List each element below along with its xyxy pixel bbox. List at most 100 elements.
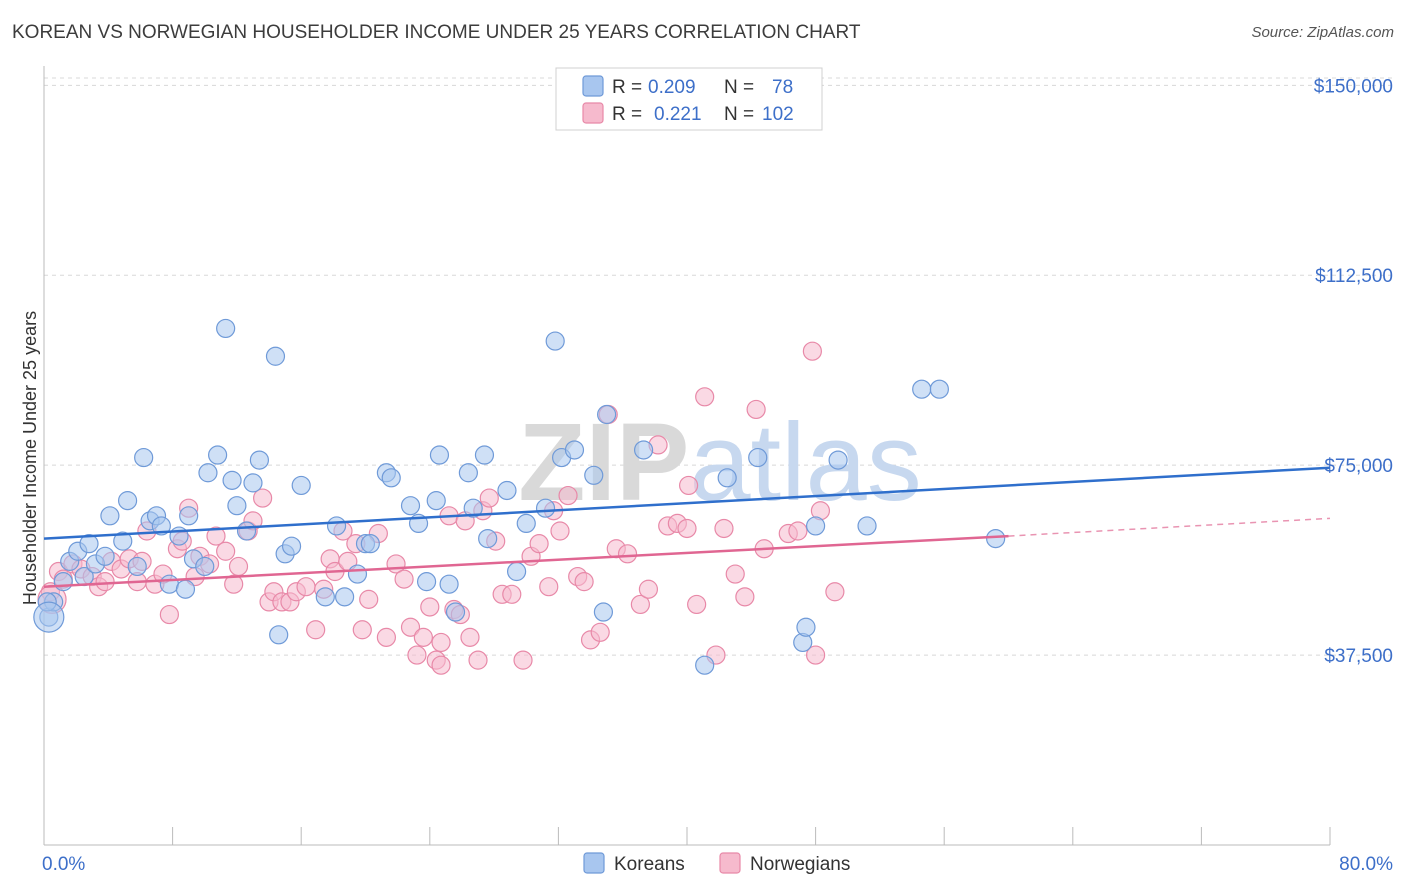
norwegians-point	[805, 645, 826, 665]
norwegians-point	[529, 534, 549, 554]
norwegians-point	[590, 622, 610, 642]
norwegians-point	[574, 572, 594, 592]
koreans-point	[478, 528, 498, 549]
norwegians-point	[802, 341, 822, 361]
norwegians-point	[746, 399, 766, 420]
koreans-point	[236, 521, 257, 541]
koreans-point	[100, 506, 120, 526]
norwegians-point	[825, 582, 845, 602]
legend-swatch-koreans-bottom	[583, 852, 605, 874]
koreans-point	[360, 534, 380, 554]
series-legend: Koreans Norwegians	[583, 852, 850, 875]
norwegians-point	[228, 556, 249, 577]
koreans-point	[79, 534, 99, 554]
y-tick-label: $112,500	[1315, 266, 1393, 287]
koreans-point	[95, 546, 115, 566]
norwegians-point	[407, 645, 427, 665]
koreans-point	[113, 531, 133, 551]
norwegians-point	[352, 620, 372, 640]
legend-swatch-koreans	[582, 75, 604, 97]
koreans-point	[222, 470, 242, 490]
koreans-point	[633, 440, 654, 460]
koreans-point	[216, 318, 236, 339]
koreans-point	[497, 480, 517, 501]
norwegians-point	[630, 594, 650, 615]
koreans-point	[445, 602, 466, 622]
koreans-point	[474, 445, 495, 465]
norwegians-point	[431, 632, 451, 653]
koreans-point	[175, 579, 196, 599]
legend-n-label-norwegians: N =	[724, 104, 754, 125]
koreans-point	[507, 561, 527, 582]
norwegians-trend-extension	[1008, 517, 1331, 537]
koreans-point	[249, 450, 270, 470]
x-tick-label-max: 80.0%	[1339, 854, 1393, 875]
norwegians-point	[400, 617, 421, 637]
koreans-point	[416, 572, 437, 592]
norwegians-point	[638, 579, 659, 599]
chart-title: KOREAN VS NORWEGIAN HOUSEHOLDER INCOME U…	[12, 22, 861, 43]
norwegians-point	[725, 564, 745, 584]
koreans-point	[516, 513, 536, 534]
koreans-points	[33, 318, 1006, 675]
legend-swatch-norwegians-bottom	[719, 852, 741, 874]
legend-swatch-norwegians	[582, 102, 604, 124]
koreans-point	[127, 556, 147, 577]
legend-n-value-norwegians: 102	[762, 104, 794, 125]
koreans-point	[717, 468, 737, 488]
watermark-atlas: atlas	[689, 401, 921, 524]
watermark: ZIPatlas	[518, 401, 921, 524]
koreans-point	[929, 379, 949, 399]
koreans-point	[208, 445, 228, 465]
koreans-point	[748, 447, 768, 468]
y-tick-label: $37,500	[1324, 646, 1393, 667]
koreans-point	[243, 473, 263, 493]
legend-label-koreans: Koreans	[614, 854, 685, 875]
norwegians-point	[479, 488, 499, 508]
koreans-point	[535, 498, 556, 518]
koreans-point	[564, 440, 585, 460]
koreans-point	[986, 528, 1006, 549]
koreans-point	[429, 445, 450, 465]
koreans-point	[805, 516, 826, 536]
koreans-point	[426, 491, 446, 511]
koreans-point	[463, 498, 483, 518]
koreans-point	[53, 572, 73, 592]
norwegians-point	[539, 577, 559, 597]
legend-r-label-koreans: R =	[612, 77, 642, 98]
koreans-point	[291, 475, 311, 496]
y-tick-label: $150,000	[1314, 76, 1393, 97]
norwegians-point	[550, 521, 570, 541]
x-tick-label-min: 0.0%	[42, 854, 85, 875]
koreans-point	[439, 574, 459, 594]
norwegians-point	[788, 521, 808, 541]
koreans-point-cluster	[33, 601, 65, 633]
koreans-point	[227, 496, 247, 516]
koreans-point	[912, 379, 932, 399]
legend-label-norwegians: Norwegians	[750, 854, 850, 875]
legend-n-label-koreans: N =	[724, 77, 754, 98]
norwegians-point	[431, 655, 451, 675]
norwegians-point	[502, 584, 522, 604]
norwegians-point	[513, 650, 533, 670]
norwegians-point	[359, 589, 379, 609]
legend-n-value-koreans: 78	[772, 77, 793, 98]
norwegians-point	[468, 650, 488, 670]
y-tick-labels: $37,500 $75,000 $112,500 $150,000	[1314, 76, 1393, 667]
stats-legend: R = 0.209 N = 78 R = 0.221 N = 102	[555, 67, 823, 131]
norwegians-point	[253, 488, 273, 508]
norwegians-point	[687, 594, 707, 615]
koreans-point	[117, 491, 138, 511]
norwegians-point	[679, 475, 699, 496]
koreans-point	[134, 447, 154, 468]
koreans-point	[151, 516, 171, 536]
koreans-point	[381, 468, 401, 488]
koreans-point	[828, 450, 848, 470]
x-tick-labels: 0.0% 80.0%	[42, 854, 1393, 875]
norwegians-point	[695, 387, 715, 407]
norwegians-point	[206, 526, 226, 546]
koreans-point	[545, 331, 565, 351]
norwegians-point	[159, 604, 179, 625]
koreans-point	[159, 574, 179, 594]
norwegians-point	[558, 485, 578, 506]
